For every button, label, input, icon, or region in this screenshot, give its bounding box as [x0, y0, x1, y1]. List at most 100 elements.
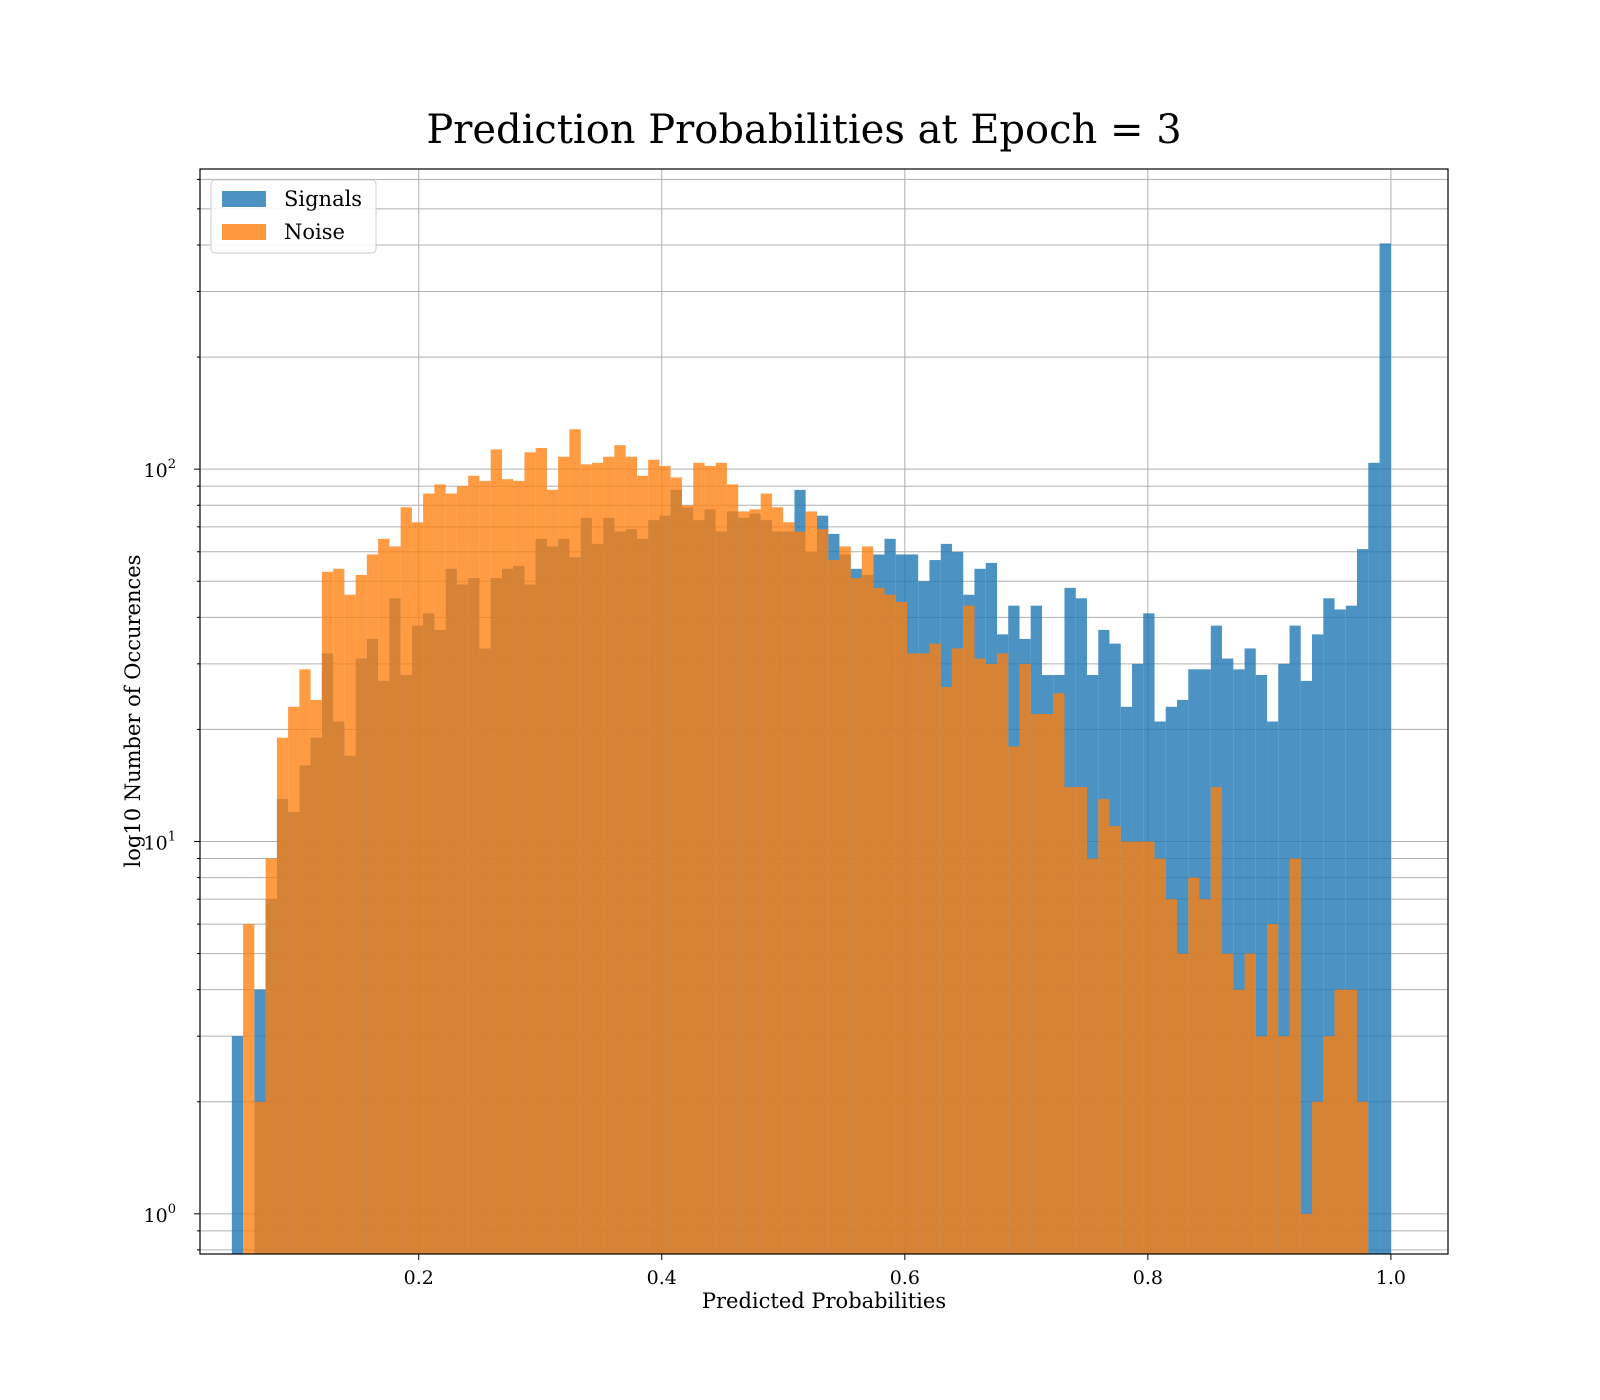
- bar-noise: [468, 475, 480, 1255]
- bar-noise: [693, 462, 705, 1254]
- bar-noise: [670, 477, 682, 1255]
- bar-noise: [535, 447, 547, 1254]
- bar-noise: [1098, 799, 1110, 1254]
- bar-noise: [445, 493, 457, 1255]
- bar-noise: [1188, 877, 1200, 1254]
- bar-noise: [1210, 787, 1222, 1254]
- bar-noise: [366, 554, 379, 1254]
- bar-noise: [726, 484, 739, 1255]
- bar-noise: [771, 507, 784, 1254]
- bar-noise: [1008, 746, 1020, 1254]
- axis-ticks: 0.2 0.4 0.6 0.8 1.0 100 101 102: [144, 178, 1406, 1289]
- bar-noise: [1075, 787, 1087, 1254]
- bar-noise: [794, 531, 806, 1254]
- bar-noise: [918, 653, 930, 1254]
- bar-noise: [580, 464, 592, 1255]
- bar-noise: [603, 456, 615, 1254]
- y-axis-label: log10 Number of Occurences: [121, 555, 145, 868]
- bar-noise: [1233, 989, 1245, 1254]
- bar-noise: [546, 489, 559, 1254]
- bar-noise: [906, 653, 919, 1254]
- bar-noise: [614, 445, 626, 1254]
- bar-noise: [1267, 924, 1279, 1254]
- bar-noise: [1120, 841, 1133, 1254]
- y-tick-label: 100: [144, 1202, 176, 1227]
- x-tick-label: 0.4: [647, 1267, 677, 1289]
- bar-noise: [873, 587, 885, 1254]
- bar-noise: [243, 924, 255, 1254]
- x-axis-label: Predicted Probabilities: [702, 1289, 946, 1313]
- bar-noise: [715, 462, 727, 1254]
- bar-signals: [1379, 243, 1391, 1254]
- bar-signals: [1300, 680, 1313, 1254]
- bar-noise: [490, 449, 502, 1254]
- bar-noise: [1154, 858, 1166, 1254]
- bar-noise: [895, 601, 907, 1254]
- bar-noise: [355, 574, 367, 1254]
- bar-noise: [1143, 841, 1155, 1254]
- bar-noise: [1053, 693, 1065, 1254]
- bar-noise: [411, 522, 424, 1254]
- bar-noise: [1199, 899, 1211, 1254]
- bar-noise: [704, 465, 716, 1254]
- bar-noise: [1323, 1036, 1335, 1254]
- legend-swatch-noise: [222, 224, 266, 240]
- bar-noise: [625, 456, 637, 1254]
- bar-noise: [299, 669, 311, 1254]
- bar-noise: [1255, 1036, 1268, 1254]
- bar-signals: [1255, 675, 1268, 1254]
- bar-noise: [997, 653, 1009, 1254]
- bar-noise: [985, 663, 998, 1254]
- bar-noise: [1086, 858, 1099, 1254]
- bar-noise: [1177, 953, 1189, 1254]
- bar-noise: [659, 465, 671, 1254]
- bar-noise: [940, 686, 952, 1254]
- bar-noise: [1345, 989, 1357, 1254]
- bar-noise: [569, 429, 581, 1254]
- bar-noise: [524, 452, 536, 1254]
- bar-noise: [951, 648, 964, 1254]
- bar-noise: [850, 578, 862, 1254]
- x-tick-label: 0.8: [1133, 1267, 1163, 1289]
- bar-noise: [828, 560, 840, 1254]
- bar-signals: [1233, 669, 1245, 1254]
- bar-noise: [513, 480, 525, 1255]
- bar-noise: [1289, 858, 1301, 1254]
- bar-noise: [265, 858, 277, 1254]
- bar-noise: [389, 546, 401, 1254]
- bar-noise: [974, 658, 986, 1254]
- x-tick-label: 0.6: [890, 1267, 920, 1289]
- bar-noise: [1244, 953, 1256, 1254]
- bar-noise: [861, 546, 874, 1254]
- bar-noise: [648, 459, 660, 1254]
- bar-noise: [839, 546, 851, 1254]
- bar-noise: [783, 522, 795, 1254]
- bar-signals: [1356, 549, 1369, 1254]
- bar-noise: [333, 568, 345, 1254]
- bar-noise: [1030, 714, 1043, 1254]
- bar-noise: [929, 643, 941, 1254]
- bar-noise: [400, 507, 412, 1254]
- bar-noise: [501, 479, 514, 1254]
- bar-signals: [1312, 634, 1324, 1254]
- bar-noise: [1109, 826, 1121, 1254]
- bar-noise: [479, 480, 491, 1255]
- legend-label-noise: Noise: [284, 220, 345, 244]
- bar-noise: [1221, 953, 1234, 1254]
- bar-noise: [1334, 989, 1346, 1254]
- x-tick-label: 1.0: [1376, 1267, 1406, 1289]
- bar-noise: [558, 456, 570, 1254]
- bar-noise: [805, 511, 817, 1254]
- bar-signals: [1345, 605, 1357, 1254]
- bar-noise: [344, 594, 356, 1254]
- bar-noise: [1278, 1036, 1290, 1254]
- legend: Signals Noise: [210, 179, 377, 254]
- bar-noise: [1165, 899, 1178, 1254]
- bar-noise: [1019, 663, 1031, 1254]
- bar-noise: [884, 594, 896, 1254]
- bar-noise: [760, 493, 772, 1255]
- series-noise: [243, 429, 1369, 1255]
- y-tick-label: 102: [144, 457, 176, 482]
- bar-noise: [636, 475, 649, 1255]
